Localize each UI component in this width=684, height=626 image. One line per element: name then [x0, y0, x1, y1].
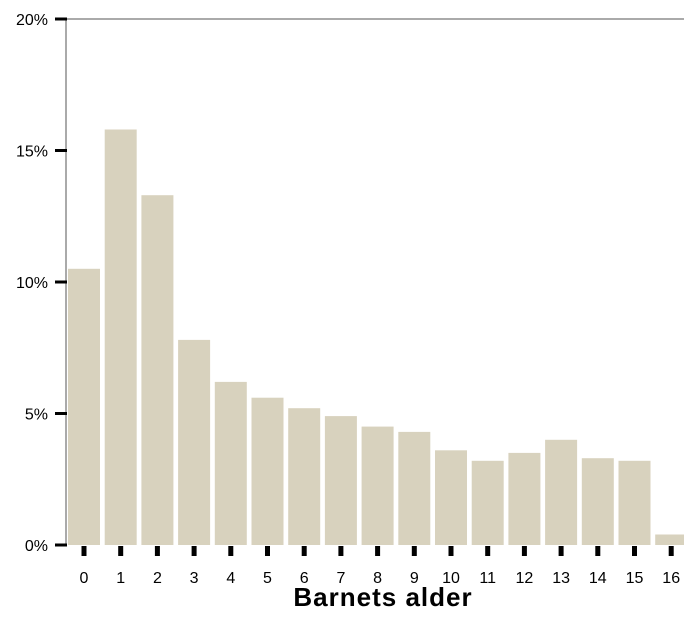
x-tick-label: 7	[336, 570, 345, 587]
tick-labels-group: 0%5%10%15%20%0 1 2 3 4 5 6 7 8 9 10 11 12 13 14 15 16	[16, 12, 680, 587]
bar-4	[214, 381, 247, 545]
x-tick-mark	[191, 546, 197, 556]
y-tick-mark	[55, 17, 67, 21]
x-tick-mark	[228, 546, 234, 556]
y-tick-mark	[55, 149, 67, 152]
x-tick-mark	[375, 546, 381, 556]
bars-group	[68, 129, 684, 545]
bar-11	[471, 460, 504, 545]
y-tick-label: 5%	[25, 407, 48, 424]
x-tick-label: 11	[479, 570, 496, 587]
bar-16	[655, 534, 684, 545]
x-tick-label: 12	[516, 570, 534, 587]
bar-0	[68, 268, 100, 545]
bar-9	[398, 431, 431, 545]
bar-5	[251, 397, 284, 545]
y-tick-label: 15%	[16, 144, 48, 161]
bar-13	[545, 439, 578, 545]
bar-8	[361, 426, 394, 545]
x-tick-mark	[265, 546, 270, 556]
x-tick-mark	[81, 546, 87, 556]
bar-7	[324, 416, 357, 545]
x-tick-label: 15	[626, 570, 644, 587]
x-tick-mark	[521, 546, 527, 556]
x-tick-mark	[301, 546, 307, 556]
x-tick-label: 9	[410, 570, 419, 587]
x-tick-label: 13	[552, 570, 570, 587]
bar-1	[104, 129, 137, 545]
x-tick-mark	[118, 546, 124, 556]
x-tick-label: 0	[80, 570, 89, 587]
axes-group	[55, 17, 674, 556]
bar-12	[508, 452, 541, 545]
bar-10	[435, 450, 467, 545]
x-tick-label: 2	[153, 570, 162, 587]
x-tick-label: 5	[263, 570, 272, 587]
x-tick-label: 3	[190, 570, 199, 587]
x-tick-label: 8	[373, 570, 382, 587]
y-tick-label: 20%	[16, 12, 48, 29]
x-tick-label: 10	[442, 570, 460, 587]
y-tick-mark	[55, 412, 67, 415]
y-tick-label: 0%	[25, 538, 48, 555]
x-tick-label: 1	[116, 570, 125, 587]
x-tick-mark	[448, 546, 454, 556]
y-tick-mark	[55, 543, 67, 547]
x-tick-label: 16	[662, 570, 680, 587]
bar-14	[581, 458, 614, 545]
x-tick-mark	[668, 546, 674, 556]
x-tick-mark	[558, 546, 564, 556]
bar-2	[141, 195, 174, 545]
bar-3	[178, 339, 211, 545]
x-tick-mark	[154, 546, 160, 556]
y-tick-mark	[55, 280, 67, 284]
x-tick-label: 4	[226, 570, 235, 587]
x-tick-label: 6	[300, 570, 309, 587]
x-tick-mark	[411, 546, 417, 556]
x-tick-label: 14	[589, 570, 607, 587]
x-axis-title: Barnets alder	[293, 582, 472, 612]
x-tick-mark	[632, 546, 637, 556]
y-tick-label: 10%	[16, 275, 48, 292]
bar-15	[618, 460, 651, 545]
x-tick-mark	[595, 546, 601, 556]
bar-6	[288, 408, 321, 545]
x-tick-mark	[338, 546, 344, 556]
x-tick-mark	[485, 546, 491, 556]
